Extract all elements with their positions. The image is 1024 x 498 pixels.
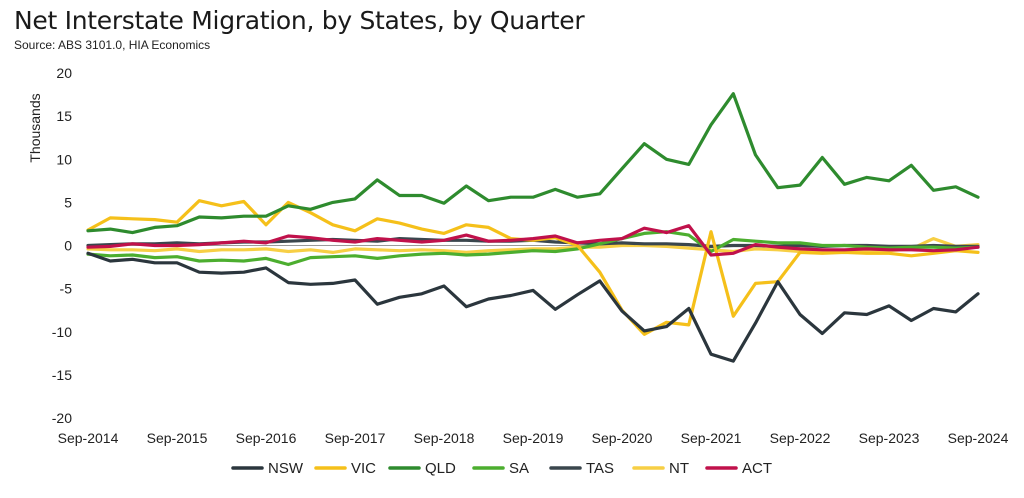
legend-label-tas: TAS	[586, 460, 614, 477]
legend: NSW VIC QLD SA TAS NT ACT	[231, 460, 772, 477]
series-line-sa	[86, 230, 980, 267]
series-line-act	[86, 224, 980, 257]
legend-label-nt: NT	[669, 460, 689, 477]
x-tick-label: Sep-2014	[58, 430, 119, 446]
legend-label-vic: VIC	[351, 460, 376, 477]
y-tick-label: 5	[64, 194, 72, 210]
y-tick-label: -5	[60, 281, 73, 297]
x-tick-label: Sep-2020	[592, 430, 653, 446]
x-tick-label: Sep-2019	[503, 430, 564, 446]
y-tick-label: -10	[52, 324, 72, 340]
x-tick-label: Sep-2021	[681, 430, 742, 446]
series-line-vic	[86, 199, 980, 336]
x-tick-label: Sep-2022	[770, 430, 831, 446]
legend-label-nsw: NSW	[268, 460, 304, 477]
x-tick-label: Sep-2024	[948, 430, 1009, 446]
y-tick-label: 10	[56, 151, 72, 167]
x-tick-label: Sep-2016	[236, 430, 297, 446]
x-tick-label: Sep-2018	[414, 430, 475, 446]
y-tick-label: -20	[52, 410, 72, 426]
chart-title: Net Interstate Migration, by States, by …	[14, 6, 585, 35]
y-tick-label: 0	[64, 238, 72, 254]
x-tick-label: Sep-2023	[859, 430, 920, 446]
y-axis-label: Thousands	[27, 93, 43, 162]
axes-group: 20 15 10 5 0 -5 -10 -15 -20 Sep-2014 Sep-2015 Sep-2…	[52, 65, 1009, 446]
legend-label-qld: QLD	[425, 460, 456, 477]
series-line-nsw	[86, 251, 980, 363]
legend-label-sa: SA	[509, 460, 529, 477]
series-group	[86, 92, 980, 363]
x-tick-label: Sep-2017	[325, 430, 386, 446]
legend-label-act: ACT	[742, 460, 772, 477]
chart-subtitle: Source: ABS 3101.0, HIA Economics	[14, 38, 211, 52]
x-tick-label: Sep-2015	[147, 430, 208, 446]
y-tick-label: -15	[52, 367, 72, 383]
series-line-qld	[86, 92, 980, 235]
y-tick-label: 20	[56, 65, 72, 81]
y-tick-label: 15	[56, 108, 72, 124]
